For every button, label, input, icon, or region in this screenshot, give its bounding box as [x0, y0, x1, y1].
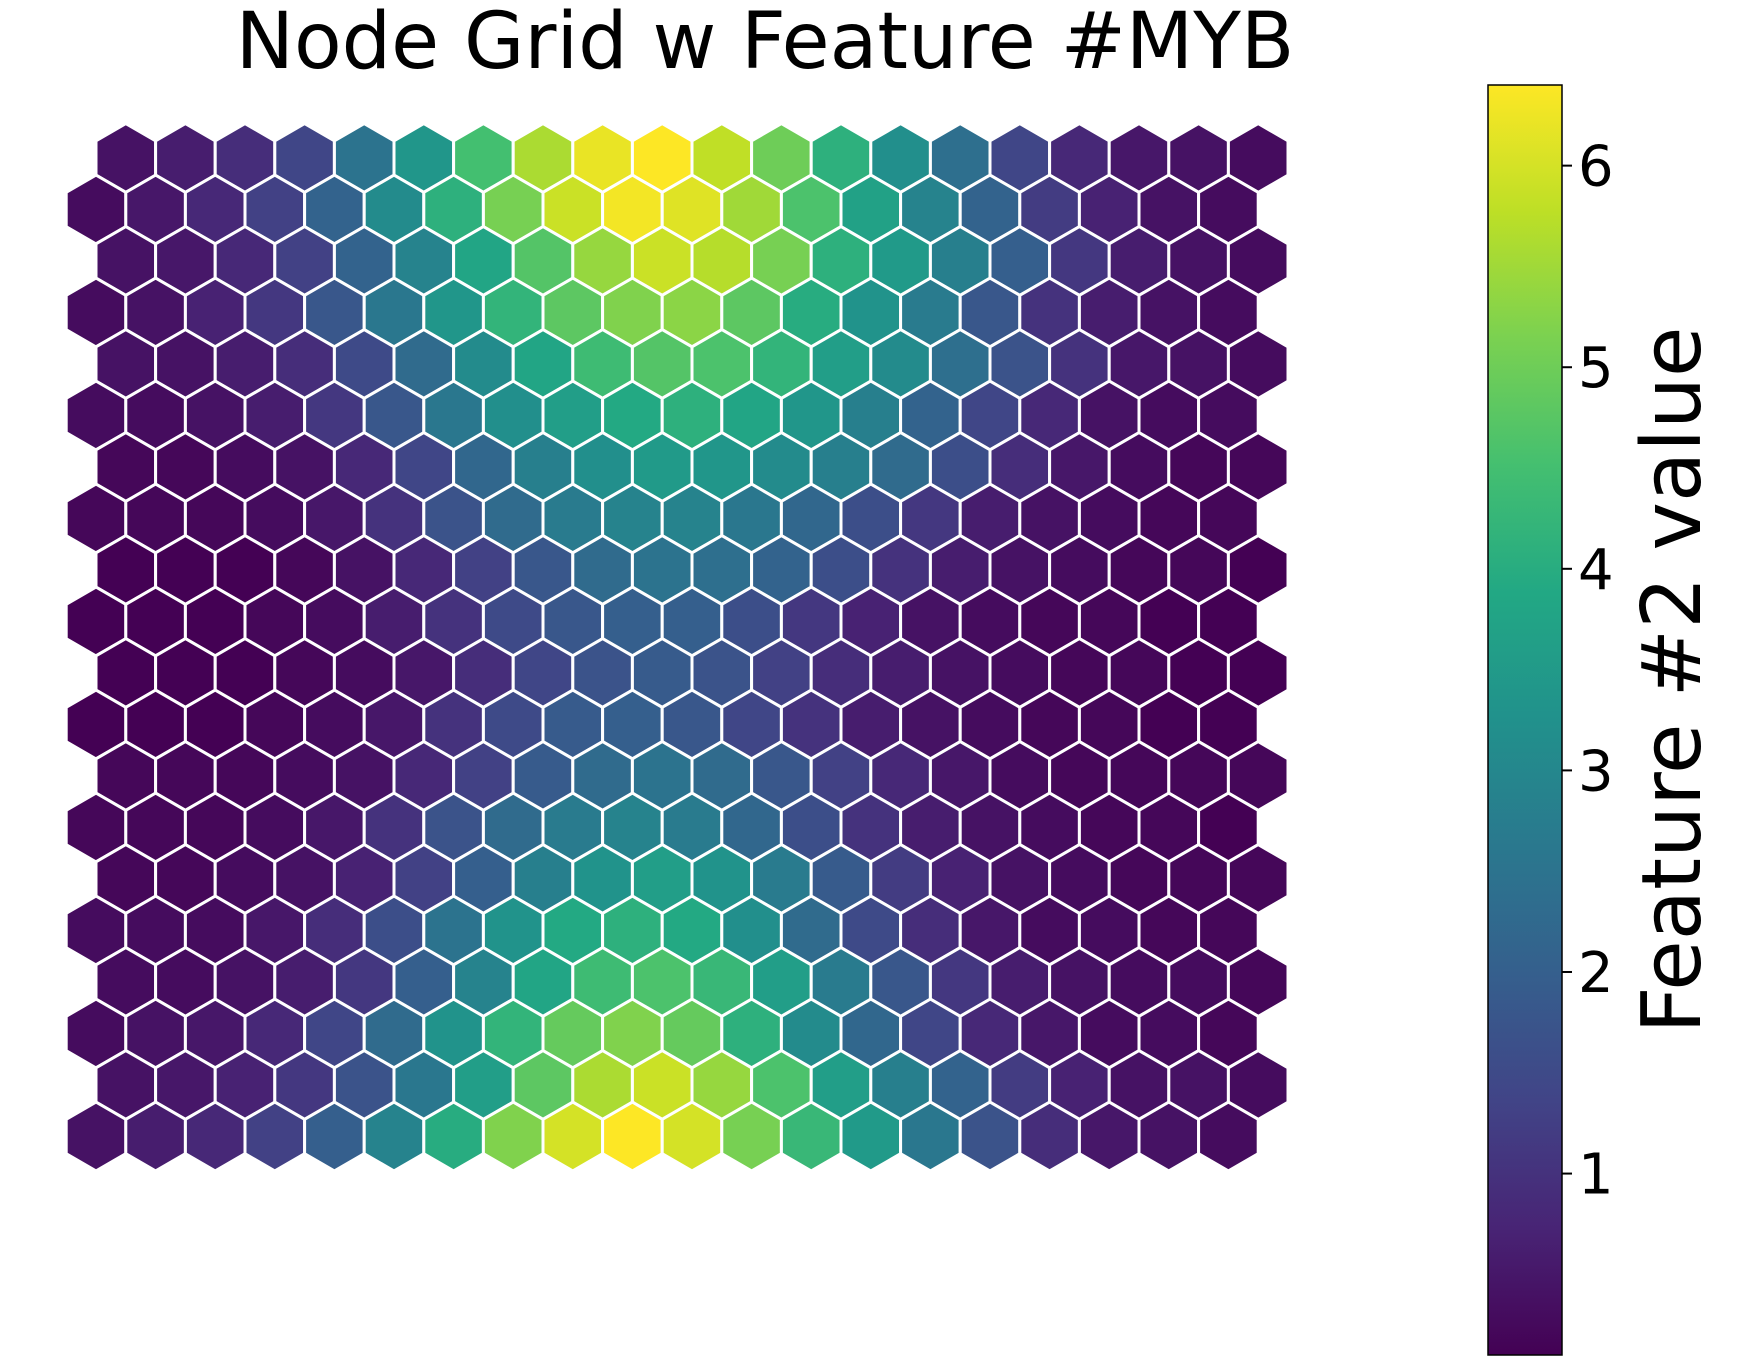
hex-cell — [1137, 1100, 1201, 1173]
hex-cell — [958, 1100, 1022, 1173]
hex-cell — [422, 1100, 485, 1173]
hex-cell — [541, 1100, 605, 1173]
hex-cell — [64, 1100, 128, 1173]
hex-cell — [779, 1100, 843, 1173]
hex-cell — [1197, 1100, 1260, 1173]
colorbar — [1487, 84, 1563, 1356]
hex-cell — [124, 1100, 187, 1173]
colorbar-label: Feature #2 value — [1625, 327, 1720, 1034]
colorbar-tick-label: 6 — [1578, 135, 1614, 200]
hex-cell — [1018, 1100, 1081, 1173]
colorbar-tick-label: 2 — [1578, 941, 1614, 1006]
hex-grid — [64, 121, 1290, 1173]
hex-cell — [243, 1100, 307, 1173]
hex-cell — [183, 1100, 247, 1173]
hex-cell — [481, 1100, 545, 1173]
hex-cell — [660, 1100, 724, 1173]
colorbar-tick-label: 1 — [1578, 1143, 1614, 1208]
hex-cell — [1077, 1100, 1141, 1173]
hex-cell — [362, 1100, 426, 1173]
hex-cell — [839, 1100, 903, 1173]
hex-cell — [303, 1100, 366, 1173]
colorbar-tick-label: 4 — [1578, 538, 1614, 603]
chart-title: Node Grid w Feature #MYB — [236, 0, 1295, 87]
colorbar-ticks: 1 2 3 4 5 6 — [1562, 135, 1614, 1208]
colorbar-tick-label: 5 — [1578, 336, 1614, 401]
hex-cell — [601, 1100, 664, 1173]
colorbar-tick-label: 3 — [1578, 739, 1614, 804]
hex-cell — [720, 1100, 783, 1173]
hex-cell — [899, 1100, 962, 1173]
